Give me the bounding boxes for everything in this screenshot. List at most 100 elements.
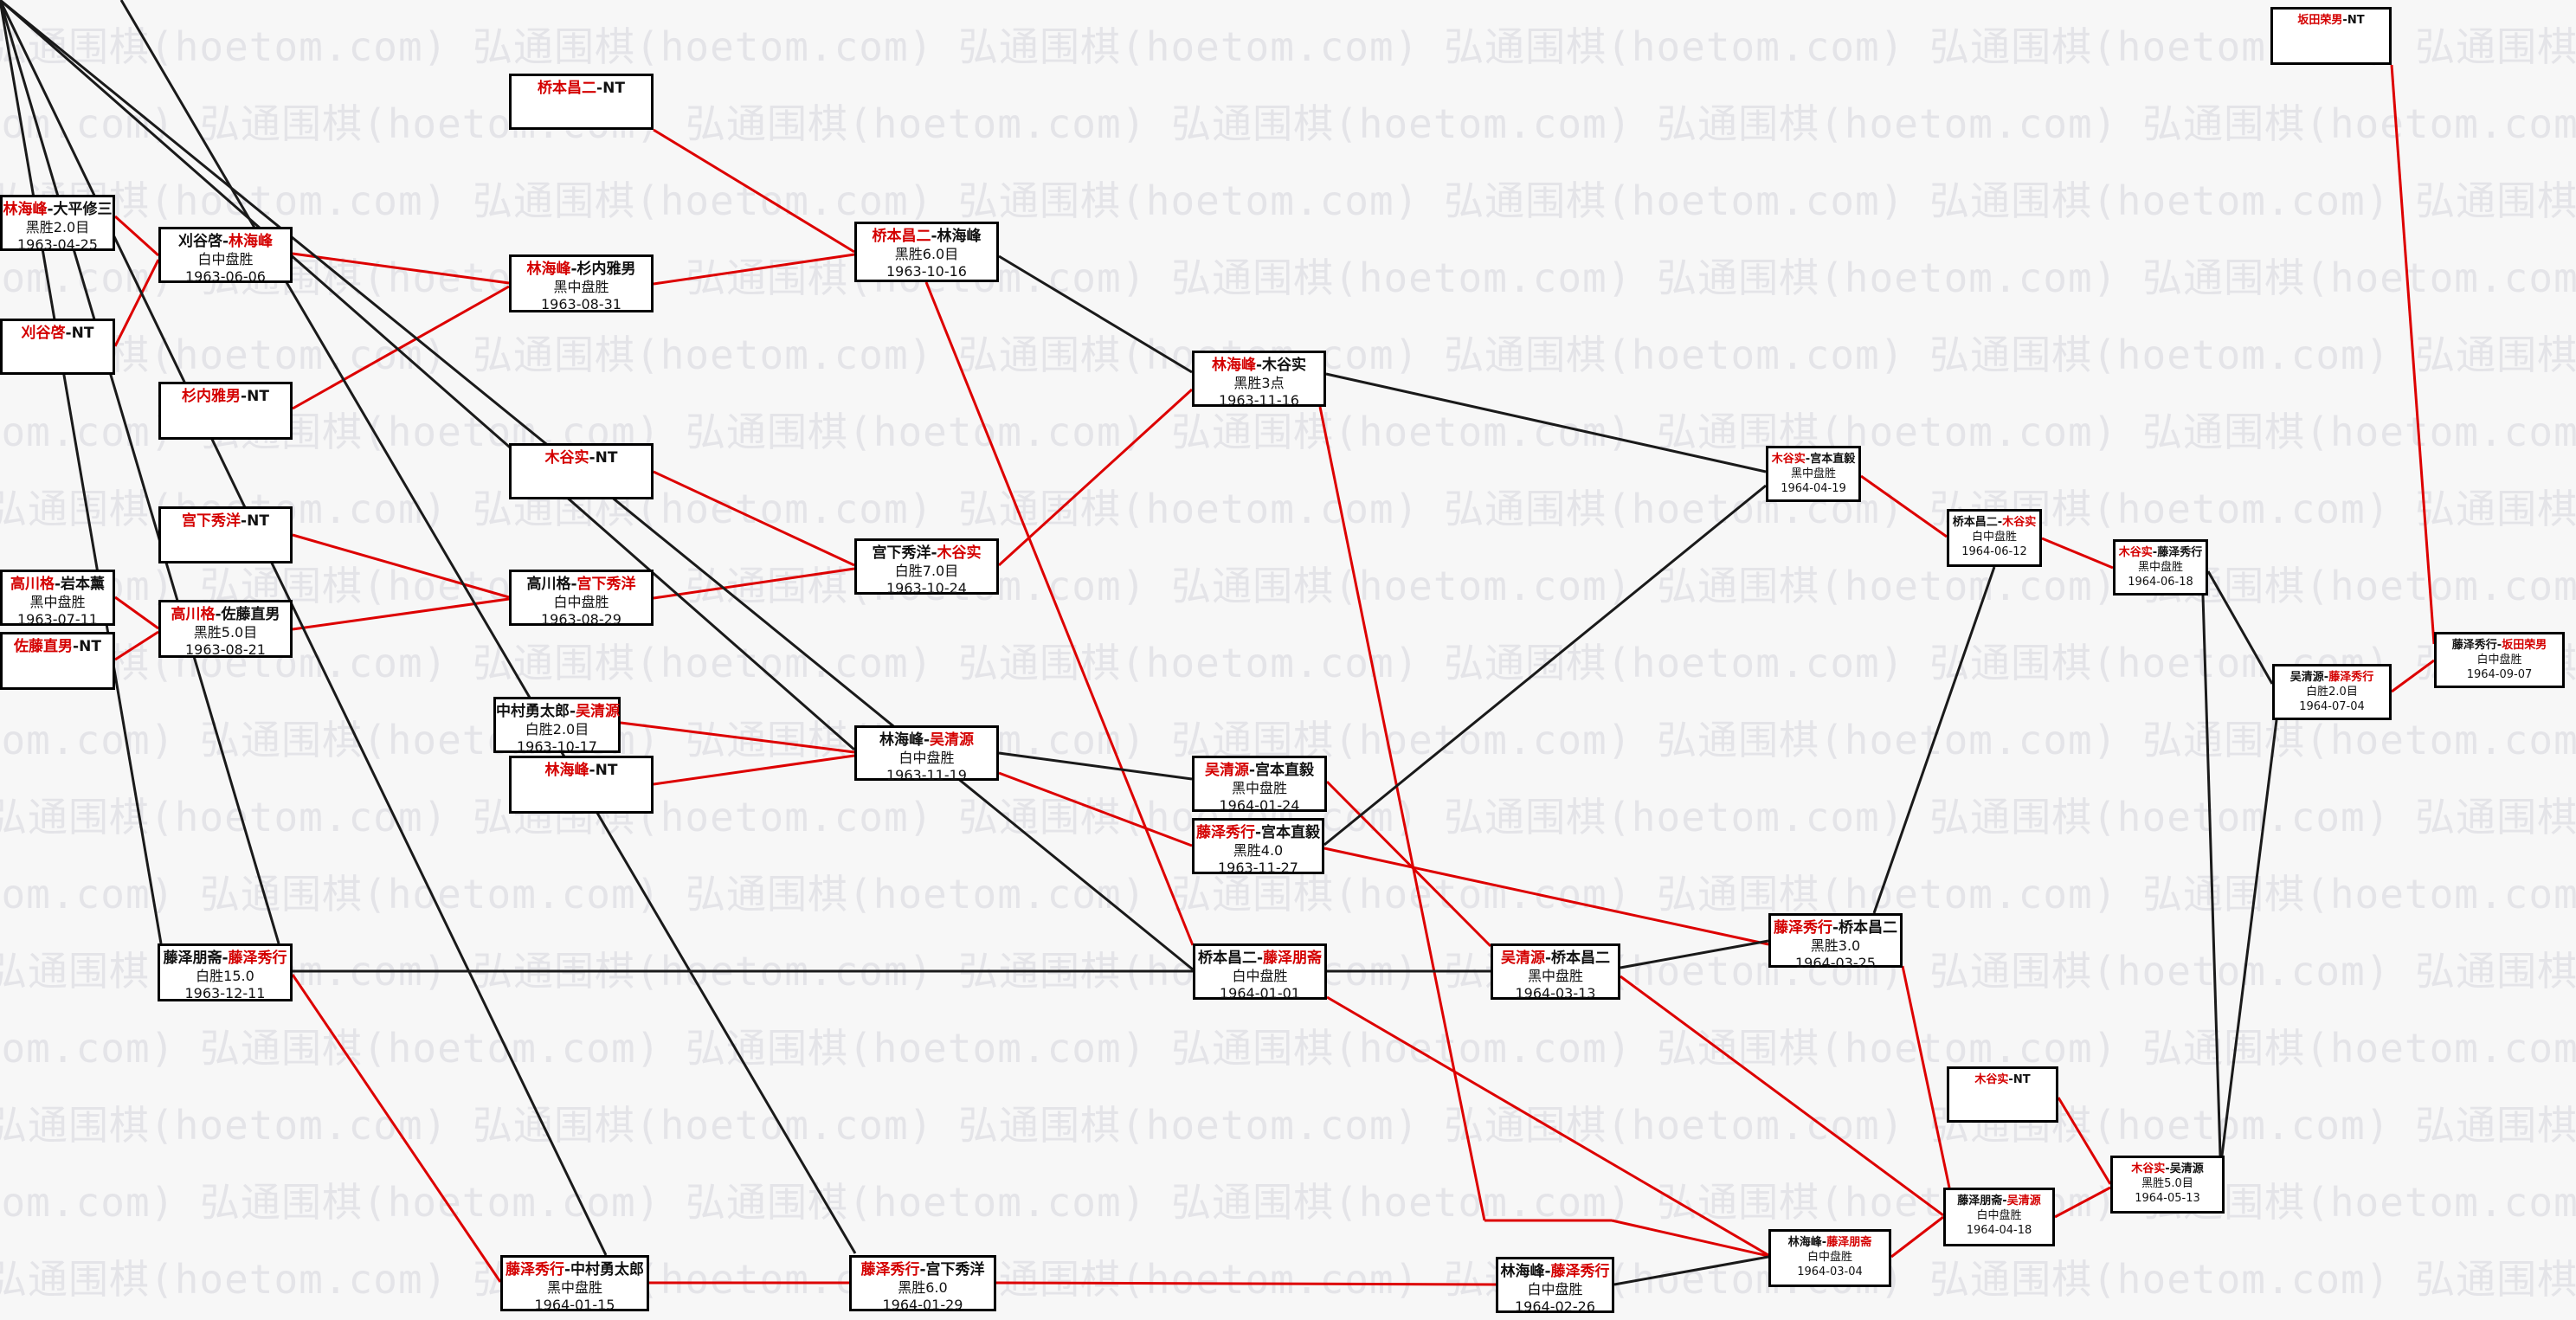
player-names: 桥本昌二-木谷实 <box>1949 515 2039 530</box>
match-node[interactable]: 林海峰-杉内雅男 黑中盘胜 1963-08-31 <box>509 254 654 312</box>
edge-line-red <box>292 285 510 410</box>
player-names: 中村勇太郎-吴清源 <box>496 703 620 721</box>
match-node[interactable]: 高川格-岩本薰 黑中盘胜 1963-07-11 <box>0 570 115 628</box>
date-text: 1964-05-13 <box>2135 1192 2200 1205</box>
match-node[interactable]: 木谷实-藤泽秀行 黑中盘胜 1964-06-18 <box>2113 539 2208 596</box>
winner-name: 藤泽秀行 <box>505 1261 564 1278</box>
player-names: 藤泽秀行-坂田荣男 <box>2437 638 2562 653</box>
match-node[interactable]: 林海峰-NT <box>509 756 654 814</box>
edge-line-red <box>1611 1219 1769 1258</box>
winner-name: 高川格 <box>10 576 55 593</box>
winner-name: 桥本昌二 <box>538 80 597 97</box>
player-names: 藤泽秀行-桥本昌二 <box>1771 919 1900 937</box>
match-node[interactable]: 高川格-佐藤直男 黑胜5.0目 1963-08-21 <box>158 600 293 658</box>
match-node[interactable]: 杉内雅男-NT <box>158 382 293 440</box>
winner-name: 木谷实 <box>937 544 982 562</box>
match-node[interactable]: 藤泽朋斋-藤泽秀行 白胜15.0 1963-12-11 <box>158 943 293 1001</box>
date-text: 1964-03-04 <box>1797 1265 1863 1278</box>
player-name: 藤泽朋斋- <box>1957 1194 2007 1207</box>
player-name: 桥本昌二- <box>1952 516 2003 529</box>
date-text: 1963-08-21 <box>185 641 266 658</box>
match-node[interactable]: 林海峰-吴清源 白中盘胜 1963-11-19 <box>854 725 999 783</box>
player-name: -宫本直毅 <box>1254 824 1321 841</box>
player-names: 吴清源-藤泽秀行 <box>2275 670 2389 685</box>
player-names: 林海峰-杉内雅男 <box>512 261 651 279</box>
edge-line-black <box>1872 566 1996 914</box>
player-names: 吴清源-桥本昌二 <box>1493 950 1618 968</box>
player-names: 刈谷啓-NT <box>3 325 113 343</box>
match-node[interactable]: 林海峰-藤泽秀行 白中盘胜 1964-02-26 <box>1496 1257 1614 1315</box>
player-name: -NT <box>241 388 269 405</box>
match-node[interactable]: 林海峰-大平修三 黑胜2.0目 1963-04-25 <box>0 195 115 253</box>
winner-name: 坂田荣男 <box>2297 14 2343 27</box>
winner-name: 林海峰 <box>3 201 48 218</box>
match-node[interactable]: 吴清源-藤泽秀行 白胜2.0目 1964-07-04 <box>2272 664 2392 720</box>
match-node[interactable]: 高川格-宫下秀洋 白中盘胜 1963-08-29 <box>509 570 654 628</box>
player-names: 宫下秀洋-木谷实 <box>857 544 996 563</box>
result-text: 黑胜5.0目 <box>193 624 258 641</box>
player-name: 桥本昌二- <box>1197 950 1264 967</box>
match-node[interactable]: 宫下秀洋-木谷实 白胜7.0目 1963-10-24 <box>854 538 999 596</box>
match-node[interactable]: 佐藤直男-NT <box>0 632 115 690</box>
player-names: 高川格-岩本薰 <box>3 576 113 594</box>
player-names: 藤泽秀行-中村勇太郎 <box>503 1261 647 1279</box>
watermark-text: 弘通围棋(hoetom.com) 弘通围棋(hoetom.com) 弘通围棋(h… <box>0 100 2576 147</box>
winner-name: 木谷实 <box>544 449 589 467</box>
match-node[interactable]: 木谷实-宫本直毅 黑中盘胜 1964-04-19 <box>1766 446 1861 502</box>
match-node[interactable]: 藤泽秀行-中村勇太郎 黑中盘胜 1964-01-15 <box>500 1255 649 1313</box>
winner-name: 坂田荣男 <box>2502 639 2547 652</box>
edge-line-black <box>1323 484 1767 847</box>
watermark-text: 弘通围棋(hoetom.com) 弘通围棋(hoetom.com) 弘通围棋(h… <box>0 177 2576 224</box>
player-names: 杉内雅男-NT <box>161 388 290 406</box>
winner-name: 藤泽秀行 <box>1550 1263 1610 1280</box>
player-names: 高川格-宫下秀洋 <box>512 576 651 594</box>
match-node[interactable]: 藤泽朋斋-吴清源 白中盘胜 1964-04-18 <box>1943 1188 2055 1246</box>
match-node[interactable]: 藤泽秀行-宫本直毅 黑胜4.0 1963-11-27 <box>1192 818 1324 876</box>
result-text: 黑胜4.0 <box>1233 842 1284 859</box>
edge-line-red <box>291 974 502 1283</box>
match-node[interactable]: 木谷实-NT <box>509 443 654 499</box>
edge-line-red <box>292 252 510 285</box>
edge-line-red <box>653 567 855 600</box>
date-text: 1964-09-07 <box>2466 668 2533 681</box>
result-text: 黑胜6.0目 <box>894 246 959 262</box>
player-name: 藤泽秀行- <box>2451 639 2502 652</box>
date-text: 1964-01-01 <box>1220 985 1300 1001</box>
match-node[interactable]: 桥本昌二-林海峰 黑胜6.0目 1963-10-16 <box>854 222 999 282</box>
match-node[interactable]: 桥本昌二-NT <box>509 74 654 130</box>
result-text: 白中盘胜 <box>898 750 955 766</box>
result-text: 黑中盘胜 <box>1231 780 1287 796</box>
watermark-text: 弘通围棋(hoetom.com) 弘通围棋(hoetom.com) 弘通围棋(h… <box>0 409 2576 455</box>
edge-line-black <box>998 751 1193 781</box>
match-node[interactable]: 林海峰-木谷实 黑胜3点 1963-11-16 <box>1192 351 1326 409</box>
player-name: 林海峰- <box>1500 1263 1551 1280</box>
match-node[interactable]: 桥本昌二-木谷实 白中盘胜 1964-06-12 <box>1947 509 2042 567</box>
player-name: -佐藤直男 <box>215 606 280 623</box>
result-text: 白中盘胜 <box>2476 654 2522 666</box>
watermark-text: 弘通围棋(hoetom.com) 弘通围棋(hoetom.com) 弘通围棋(h… <box>0 254 2576 301</box>
match-node[interactable]: 刈谷啓-NT <box>0 319 115 375</box>
match-node[interactable]: 吴清源-宫本直毅 黑中盘胜 1964-01-24 <box>1192 756 1327 814</box>
date-text: 1963-11-16 <box>1219 392 1299 409</box>
match-node[interactable]: 林海峰-藤泽朋斋 白中盘胜 1964-03-04 <box>1768 1229 1891 1287</box>
match-node[interactable]: 宫下秀洋-NT <box>158 506 293 563</box>
match-node[interactable]: 坂田荣男-NT <box>2270 7 2392 65</box>
edge-line-black <box>0 0 855 751</box>
player-name: 宫下秀洋- <box>872 544 937 562</box>
match-node[interactable]: 吴清源-桥本昌二 黑中盘胜 1964-03-13 <box>1491 943 1620 1001</box>
match-node[interactable]: 木谷实-吴清源 黑胜5.0目 1964-05-13 <box>2110 1156 2225 1214</box>
match-node[interactable]: 藤泽秀行-坂田荣男 白中盘胜 1964-09-07 <box>2434 632 2565 688</box>
match-node[interactable]: 中村勇太郎-吴清源 白胜2.0目 1963-10-17 <box>493 697 621 755</box>
edge-line-red <box>653 754 855 786</box>
date-text: 1963-07-11 <box>17 611 98 628</box>
match-node[interactable]: 藤泽秀行-桥本昌二 黑胜3.0 1964-03-25 <box>1768 913 1903 971</box>
edge-line-black <box>998 254 1193 374</box>
match-node[interactable]: 藤泽秀行-宫下秀洋 黑胜6.0 1964-01-29 <box>849 1255 996 1313</box>
edge-line-red <box>2054 1186 2111 1219</box>
winner-name: 藤泽朋斋 <box>1826 1236 1872 1249</box>
match-node[interactable]: 刈谷啓-林海峰 白中盘胜 1963-06-06 <box>158 227 293 285</box>
match-node[interactable]: 桥本昌二-藤泽朋斋 白中盘胜 1964-01-01 <box>1193 943 1327 1001</box>
date-text: 1964-01-24 <box>1219 797 1300 814</box>
match-node[interactable]: 木谷实-NT <box>1947 1066 2058 1123</box>
winner-name: 吴清源 <box>1204 762 1249 779</box>
